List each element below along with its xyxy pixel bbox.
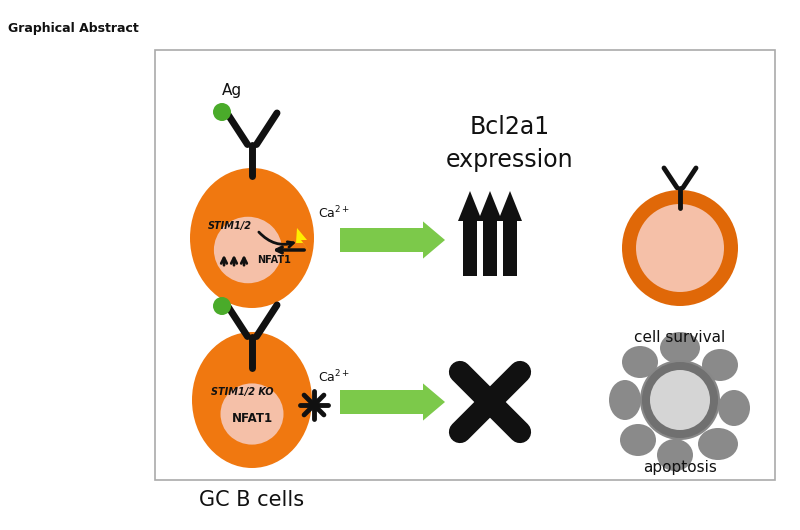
Text: Graphical Abstract: Graphical Abstract [8,22,138,35]
Ellipse shape [214,217,282,283]
Polygon shape [458,191,482,221]
Ellipse shape [702,349,738,381]
Text: expression: expression [446,148,574,172]
Ellipse shape [660,332,700,364]
Circle shape [213,297,231,315]
Ellipse shape [192,332,312,468]
Ellipse shape [657,439,693,471]
Text: apoptosis: apoptosis [643,460,717,475]
Ellipse shape [190,168,314,308]
Text: Ca$^{2+}$: Ca$^{2+}$ [318,205,350,221]
Text: NFAT1: NFAT1 [257,255,291,265]
Text: GC B cells: GC B cells [199,490,305,510]
Text: NFAT1: NFAT1 [231,411,273,425]
Ellipse shape [622,346,658,378]
Bar [483,221,497,276]
Text: Ca$^{2+}$: Ca$^{2+}$ [318,368,350,385]
Polygon shape [498,191,522,221]
Text: STIM1/2: STIM1/2 [208,221,252,231]
Bar [463,221,477,276]
Ellipse shape [620,424,656,456]
Text: Ag: Ag [222,83,242,98]
Circle shape [640,360,720,440]
Text: cell survival: cell survival [634,330,726,345]
Ellipse shape [698,428,738,460]
Circle shape [636,204,724,292]
FancyArrow shape [340,383,445,421]
Circle shape [642,362,718,438]
Polygon shape [296,228,312,255]
Ellipse shape [221,383,283,445]
Circle shape [622,190,738,306]
Ellipse shape [609,380,641,420]
FancyBboxPatch shape [155,50,775,480]
Circle shape [650,370,710,430]
Text: Bcl2a1: Bcl2a1 [470,115,550,139]
FancyArrow shape [340,222,445,259]
Circle shape [213,103,231,121]
Polygon shape [478,191,502,221]
Bar [503,221,517,276]
Text: STIM1/2 KO: STIM1/2 KO [210,387,274,397]
Ellipse shape [718,390,750,426]
